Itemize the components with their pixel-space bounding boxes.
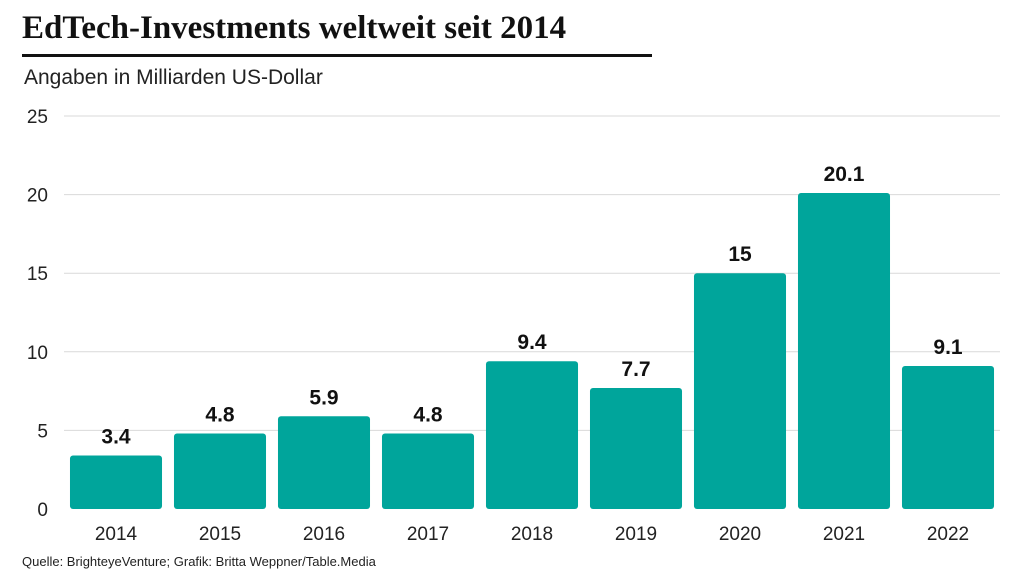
bar-2014 <box>69 455 163 509</box>
x-tick-label: 2016 <box>303 524 345 545</box>
y-tick-label: 10 <box>27 343 48 364</box>
x-axis-ticks: 2014 2015 2016 2017 2018 2019 2020 2021 2022 <box>95 524 969 545</box>
chart-subtitle: Angaben in Milliarden US-Dollar <box>24 66 323 89</box>
y-tick-label: 0 <box>37 500 48 521</box>
data-label: 4.8 <box>413 404 443 427</box>
bar-2020 <box>693 273 787 509</box>
y-tick-label: 5 <box>37 421 48 442</box>
x-tick-label: 2014 <box>95 524 138 545</box>
x-tick-label: 2022 <box>927 524 969 545</box>
x-tick-label: 2020 <box>719 524 761 545</box>
bar-2022 <box>901 365 995 509</box>
bars <box>69 193 995 509</box>
bar-2021 <box>797 193 891 509</box>
x-tick-label: 2018 <box>511 524 553 545</box>
x-tick-label: 2015 <box>199 524 241 545</box>
data-labels: 3.4 4.8 5.9 4.8 9.4 7.7 15 20.1 9.1 <box>101 163 963 449</box>
data-label: 4.8 <box>205 404 235 427</box>
y-tick-label: 20 <box>27 186 48 207</box>
y-axis-ticks: 0 5 10 15 20 25 <box>27 107 48 521</box>
source-note: Quelle: BrighteyeVenture; Grafik: Britta… <box>22 554 376 569</box>
data-label: 3.4 <box>101 426 131 449</box>
data-label: 15 <box>728 243 752 266</box>
y-tick-label: 25 <box>27 107 48 128</box>
bar-2017 <box>381 433 475 509</box>
bar-2016 <box>277 416 371 509</box>
data-label: 9.4 <box>517 331 547 354</box>
bar-2019 <box>589 387 683 509</box>
x-tick-label: 2019 <box>615 524 657 545</box>
y-tick-label: 15 <box>27 264 48 285</box>
chart-title: EdTech-Investments weltweit seit 2014 <box>22 10 567 46</box>
bar-2018 <box>485 361 579 509</box>
title-underline <box>22 54 652 57</box>
data-label: 20.1 <box>824 163 865 186</box>
data-label: 9.1 <box>933 336 963 359</box>
data-label: 5.9 <box>309 386 338 409</box>
bar-2015 <box>173 433 267 509</box>
x-tick-label: 2021 <box>823 524 865 545</box>
x-tick-label: 2017 <box>407 524 449 545</box>
data-label: 7.7 <box>621 358 650 381</box>
